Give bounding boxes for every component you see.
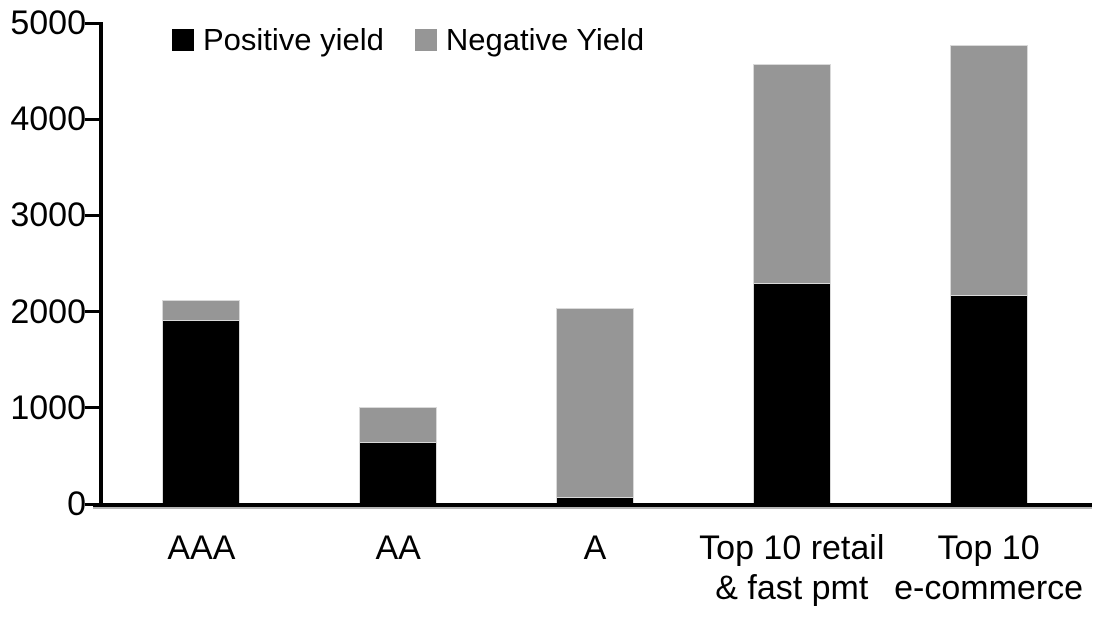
x-category-label-line: AA — [375, 529, 421, 567]
y-tick-label: 0 — [67, 485, 86, 523]
x-category-label: Top 10 retail & fast pmt — [672, 528, 912, 608]
bar-segment-negative-AAA — [162, 300, 241, 322]
bar-segment-negative-Top 10 e-commerce — [949, 45, 1028, 297]
positive-yield-swatch-icon — [172, 28, 194, 51]
y-tick — [85, 21, 99, 25]
negative-yield-swatch-icon — [414, 28, 437, 51]
bar-segment-negative-A — [556, 307, 634, 499]
chart-legend: Positive yield Negative Yield — [172, 24, 644, 55]
x-axis-line — [93, 503, 1092, 507]
bar-segment-positive-A — [556, 498, 634, 503]
x-category-label: AAA — [81, 528, 321, 568]
bar-segment-positive-Top 10 e-commerce — [949, 296, 1028, 503]
y-tick — [85, 502, 99, 506]
x-category-label-line: e-commerce — [894, 569, 1084, 607]
x-category-label-line: A — [583, 529, 607, 567]
bar-segment-positive-AAA — [162, 321, 241, 503]
x-axis-shadow-line — [93, 507, 1092, 509]
legend-item-negative-yield: Negative Yield — [414, 22, 645, 57]
bar-segment-negative-Top 10 retail & fast pmt — [752, 64, 831, 284]
bar-segment-negative-AA — [359, 406, 438, 444]
y-tick — [85, 406, 99, 410]
y-tick — [85, 213, 99, 217]
bar-segment-positive-Top 10 retail & fast pmt — [752, 283, 831, 503]
y-tick — [85, 310, 99, 314]
y-tick-label: 5000 — [10, 4, 86, 42]
legend-item-positive-yield: Positive yield — [172, 24, 384, 55]
y-tick — [85, 117, 99, 121]
x-category-label: Top 10 e-commerce — [869, 528, 1102, 608]
legend-label-positive-yield: Positive yield — [203, 22, 384, 57]
y-tick-label: 4000 — [10, 100, 86, 139]
legend-label-negative-yield: Negative Yield — [445, 22, 645, 57]
x-category-label-line: Top 10 — [937, 529, 1040, 567]
y-tick-label: 3000 — [10, 196, 86, 235]
x-category-label: A — [475, 528, 715, 568]
x-category-label-line: Top 10 retail — [699, 529, 885, 567]
x-category-label-line: & fast pmt — [715, 569, 869, 607]
y-tick-label: 2000 — [10, 292, 86, 331]
y-tick-label: 1000 — [10, 388, 86, 427]
y-axis-line — [99, 22, 103, 507]
x-category-label: AA — [278, 528, 518, 568]
bar-segment-positive-AA — [359, 443, 438, 503]
x-category-label-line: AAA — [167, 529, 236, 567]
